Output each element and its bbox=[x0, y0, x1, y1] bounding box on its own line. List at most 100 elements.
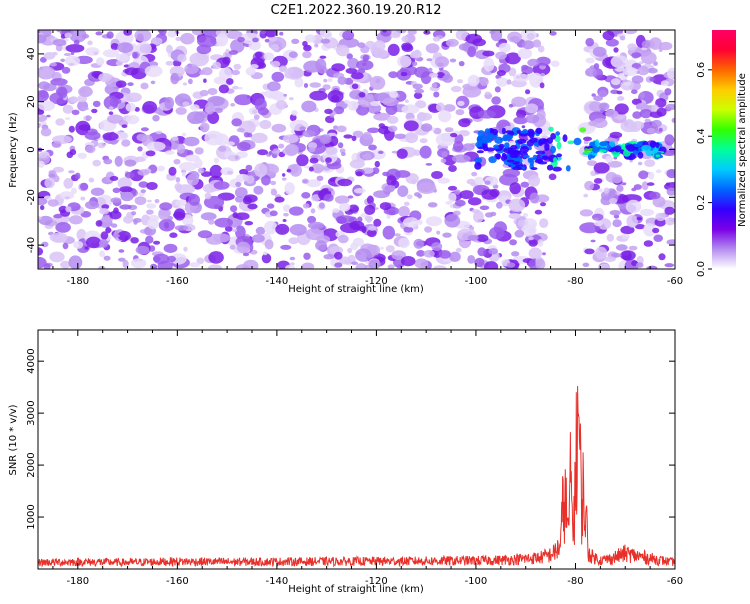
spectrogram-blob bbox=[230, 39, 245, 53]
spectrogram-blob bbox=[115, 60, 124, 66]
spectrogram-blob bbox=[57, 86, 68, 99]
spectrogram-blob bbox=[203, 78, 207, 83]
spectrogram-blob bbox=[602, 30, 615, 41]
spectrogram-blob bbox=[147, 217, 159, 230]
spectrogram-blob bbox=[218, 145, 227, 152]
spectrogram-blob bbox=[655, 212, 667, 222]
spectrogram-blob bbox=[416, 111, 427, 122]
spectrogram-blob bbox=[95, 57, 105, 66]
spectrogram-blob bbox=[247, 203, 258, 210]
spectrogram-blob bbox=[252, 37, 259, 43]
spectrogram-blob bbox=[626, 214, 638, 228]
spectrogram-blob bbox=[355, 171, 363, 177]
spectrogram-blob bbox=[593, 95, 603, 102]
spectrogram-blob bbox=[382, 30, 387, 33]
spectrogram-blob bbox=[366, 229, 377, 238]
spectrogram-blob bbox=[314, 43, 319, 48]
spectrogram-blob bbox=[253, 114, 260, 120]
spectrogram-blob bbox=[38, 122, 41, 129]
spectrogram-signal-blob bbox=[498, 143, 505, 149]
spectrogram-blob bbox=[449, 58, 457, 63]
spectrogram-signal-blob bbox=[599, 141, 609, 147]
spectrogram-blob bbox=[635, 262, 644, 268]
spectrogram-blob bbox=[401, 44, 414, 52]
spectrogram-blob bbox=[540, 202, 546, 207]
spectrogram-blob bbox=[302, 51, 312, 59]
spectrogram-blob bbox=[264, 239, 274, 250]
spectrogram-blob bbox=[76, 228, 87, 241]
spectrogram-blob bbox=[102, 132, 119, 141]
spectrogram-blob bbox=[127, 82, 134, 86]
spectrogram-blob bbox=[117, 177, 132, 190]
spectrogram-blob bbox=[438, 110, 452, 123]
spectrogram-blob bbox=[466, 178, 476, 185]
spectrogram-blob bbox=[153, 253, 170, 265]
spectrogram-blob bbox=[213, 157, 220, 164]
spectrogram-blob bbox=[388, 125, 398, 132]
spectrogram-signal-blob bbox=[637, 151, 644, 159]
spectrogram-blob bbox=[308, 146, 316, 153]
spectrogram-blob bbox=[664, 263, 675, 268]
spectrogram-blob bbox=[50, 78, 68, 86]
spectrogram-blob bbox=[479, 77, 489, 86]
spectrogram-signal-blob bbox=[529, 137, 539, 143]
spectrogram-signal-blob bbox=[544, 143, 550, 151]
spectrogram-blob bbox=[542, 252, 546, 256]
spectrogram-blob bbox=[158, 219, 175, 232]
spectrogram-blob bbox=[319, 134, 332, 145]
spectrogram-blob bbox=[364, 215, 373, 222]
spectrogram-blob bbox=[616, 185, 624, 192]
spectrogram-blob bbox=[125, 102, 136, 112]
spectrogram-blob bbox=[599, 188, 603, 193]
spectrogram-blob bbox=[150, 263, 158, 269]
spectrogram-blob bbox=[70, 187, 77, 195]
spectrogram-signal-blob bbox=[555, 131, 561, 136]
spectrogram-signal-blob bbox=[641, 144, 652, 152]
spectrogram-blob bbox=[170, 72, 180, 85]
spectrogram-blob bbox=[441, 151, 448, 158]
spectrogram-blob bbox=[78, 86, 93, 97]
spectrogram-blob bbox=[424, 226, 433, 233]
spectrogram-blob bbox=[361, 227, 367, 234]
spectrogram-blob bbox=[528, 239, 538, 247]
spectrogram-blob bbox=[343, 259, 353, 265]
spectrogram-blob bbox=[279, 31, 284, 36]
spectrogram-blob bbox=[272, 148, 281, 155]
spectrogram-blob bbox=[43, 52, 56, 60]
spectrogram-blob bbox=[619, 35, 626, 41]
spectrogram-blob bbox=[489, 30, 496, 35]
spectrogram-signal-blob bbox=[626, 144, 636, 152]
spectrogram-blob bbox=[506, 262, 516, 268]
spectrogram-blob bbox=[93, 73, 100, 79]
spectrogram-blob bbox=[347, 195, 354, 199]
spectrogram-blob bbox=[118, 249, 125, 253]
spectrogram-blob bbox=[307, 221, 325, 230]
spectrogram-blob bbox=[204, 192, 212, 200]
spectrogram-blob bbox=[414, 258, 429, 269]
spectrogram-blob bbox=[197, 35, 217, 48]
spectrogram-blob bbox=[285, 264, 296, 269]
spectrogram-blob bbox=[282, 173, 286, 177]
spectrogram-panel: -180 -160 -140 -120 -100 -80 -60 -40 -20 0 20 40 H… bbox=[8, 29, 683, 295]
snr-x-tick-label: -100 bbox=[465, 576, 488, 587]
spectrogram-signal-blob bbox=[655, 142, 660, 149]
spectrogram-blob bbox=[511, 251, 520, 257]
spectrogram-blob bbox=[330, 94, 340, 103]
spectrogram-blob bbox=[415, 100, 427, 109]
spectrogram-blob bbox=[170, 253, 187, 265]
spectrogram-blob bbox=[502, 168, 521, 178]
spectrogram-blob bbox=[388, 210, 396, 216]
spectrogram-signal-blob bbox=[633, 143, 641, 148]
spectrogram-blob bbox=[201, 67, 213, 76]
spectrogram-blob bbox=[386, 175, 397, 187]
spectrogram-blob bbox=[333, 106, 345, 115]
spectrogram-blob bbox=[450, 85, 462, 93]
spectrogram-y-tick-label: 0 bbox=[26, 146, 37, 152]
spectrogram-blob bbox=[610, 55, 629, 69]
spectrogram-blob bbox=[385, 103, 398, 116]
spectrogram-blob bbox=[537, 239, 544, 247]
spectrogram-blob bbox=[142, 101, 158, 114]
spectrogram-blob bbox=[436, 230, 441, 235]
spectrogram-blob bbox=[214, 107, 223, 113]
